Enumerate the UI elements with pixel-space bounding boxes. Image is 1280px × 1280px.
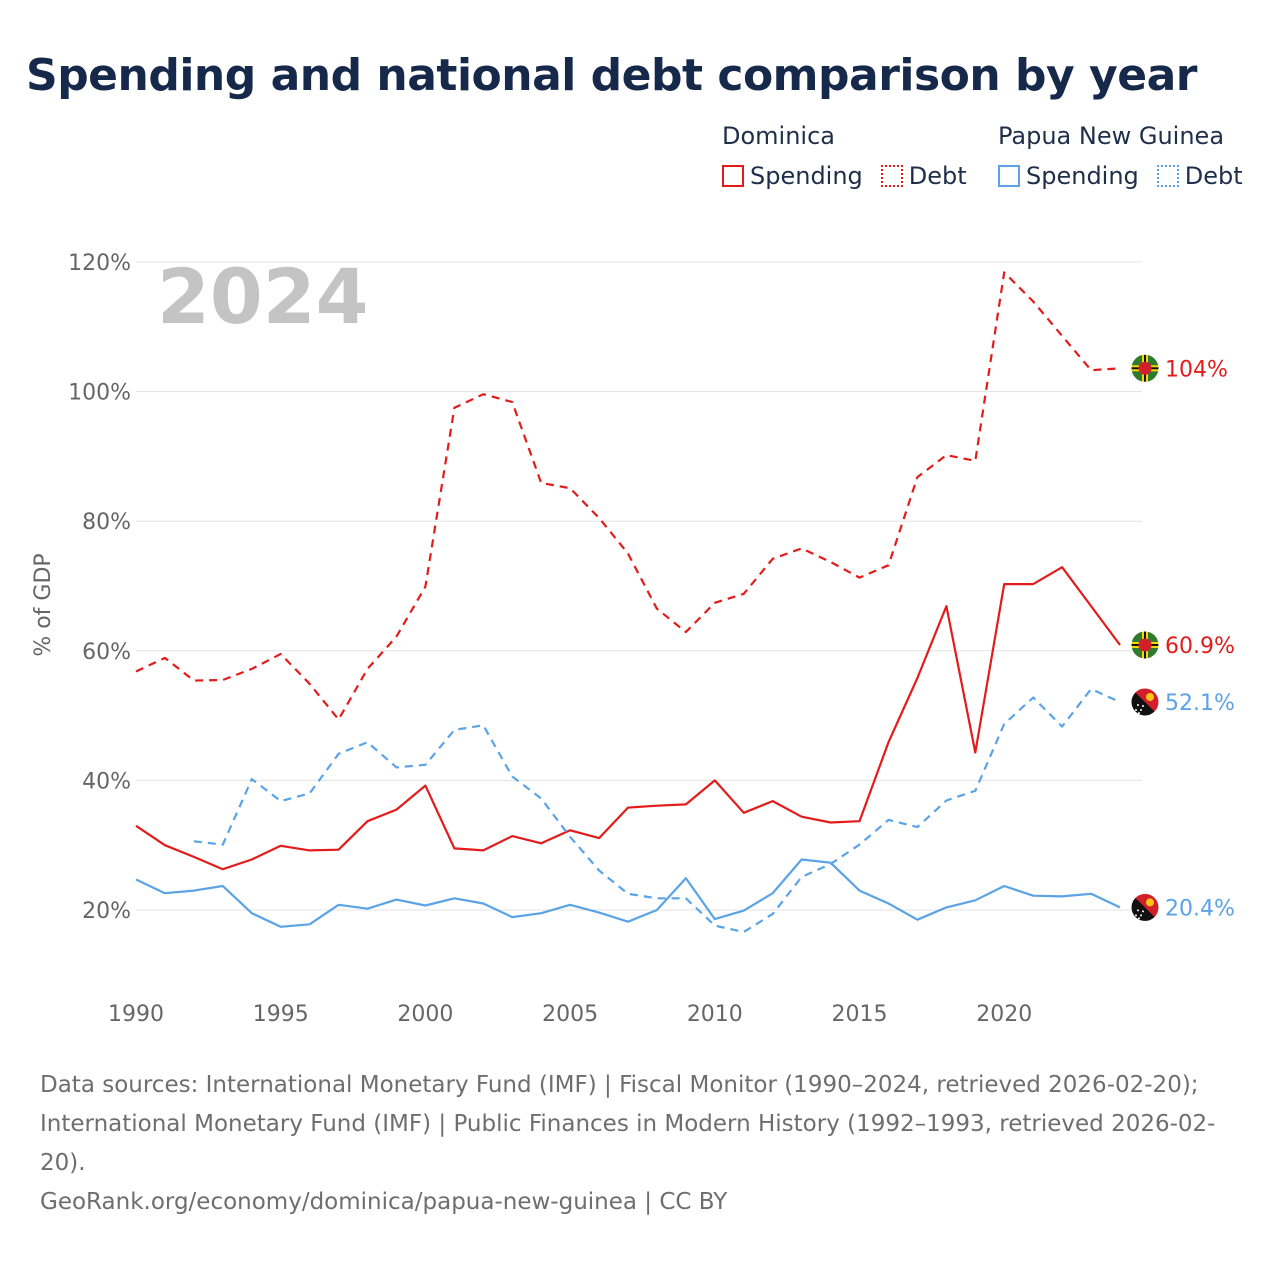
x-tick-label: 1995: [253, 1002, 309, 1027]
legend-swatch-solid: [722, 165, 744, 187]
legend-papua-new-guinea: Papua New Guinea Spending Debt: [998, 122, 1243, 190]
legend-country-label: Dominica: [722, 122, 835, 150]
series-line-papua-new-guinea-debt[interactable]: [193, 687, 1121, 934]
x-tick-label: 2010: [687, 1002, 743, 1027]
x-tick-label: 2005: [542, 1002, 598, 1027]
series-line-dominica-spending[interactable]: [135, 566, 1121, 871]
legend-country-label: Papua New Guinea: [998, 122, 1225, 150]
x-tick-label: 2000: [397, 1002, 453, 1027]
y-tick-label: 80%: [82, 510, 131, 535]
legend-swatch-solid: [998, 165, 1020, 187]
footer: Data sources: International Monetary Fun…: [40, 1066, 1240, 1222]
legend-swatch-dotted: [880, 165, 903, 187]
x-tick-label: 2015: [832, 1002, 888, 1027]
legend-item-png-spending[interactable]: Spending: [998, 162, 1139, 190]
legend-item-dominica-spending[interactable]: Spending: [722, 162, 863, 190]
y-tick-label: 100%: [68, 381, 131, 406]
series-lines: [135, 271, 1121, 934]
data-sources: Data sources: International Monetary Fun…: [40, 1072, 1216, 1176]
legend-swatch-dotted: [1156, 165, 1179, 187]
legend-item-dominica-debt[interactable]: Debt: [880, 162, 967, 190]
dominica-flag-icon: [1130, 353, 1160, 383]
end-value-label: 60.9%: [1165, 634, 1235, 659]
end-value-label: 104%: [1165, 357, 1228, 382]
legend-item-label: Debt: [908, 162, 967, 190]
year-overlay: 2024: [157, 252, 369, 341]
gridlines: [136, 261, 1142, 911]
line-chart: 20% 40% 60% 80% 100% 120% 1990 1995 2000 2005 201…: [31, 251, 1235, 1027]
papua-new-guinea-flag-icon: [1130, 892, 1160, 922]
credit-link[interactable]: GeoRank.org/economy/dominica/papua-new-g…: [40, 1189, 728, 1215]
y-tick-label: 60%: [82, 640, 131, 665]
y-tick-label: 20%: [82, 899, 131, 924]
x-tick-label: 1990: [108, 1002, 164, 1027]
y-axis-ticks: 20% 40% 60% 80% 100% 120%: [68, 251, 131, 924]
dominica-flag-icon: [1130, 630, 1160, 660]
x-tick-label: 2020: [976, 1002, 1032, 1027]
end-value-label: 52.1%: [1165, 691, 1235, 716]
x-axis-ticks: 1990 1995 2000 2005 2010 2015 2020: [108, 1002, 1032, 1027]
end-value-label: 20.4%: [1165, 896, 1235, 921]
legend-item-png-debt[interactable]: Debt: [1156, 162, 1243, 190]
series-line-dominica-debt[interactable]: [135, 271, 1121, 721]
legend-item-label: Spending: [1026, 162, 1139, 190]
y-axis-label: % of GDP: [31, 553, 56, 656]
legend-dominica: Dominica Spending Debt: [722, 122, 967, 190]
papua-new-guinea-flag-icon: [1130, 687, 1160, 717]
series-line-papua-new-guinea-spending[interactable]: [135, 858, 1121, 928]
y-tick-label: 120%: [68, 251, 131, 276]
chart-title: Spending and national debt comparison by…: [26, 50, 1197, 101]
legend-item-label: Spending: [750, 162, 863, 190]
legend-item-label: Debt: [1184, 162, 1243, 190]
end-markers: 104% 60.9% 52.1% 20.4%: [1130, 353, 1235, 922]
y-tick-label: 40%: [82, 769, 131, 794]
